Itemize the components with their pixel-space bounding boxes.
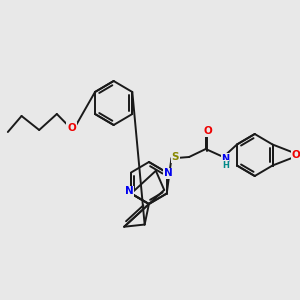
Text: N: N bbox=[164, 169, 173, 178]
Text: O: O bbox=[292, 149, 300, 160]
Text: N: N bbox=[125, 187, 134, 196]
Text: O: O bbox=[67, 123, 76, 133]
Text: N: N bbox=[221, 154, 230, 164]
Text: O: O bbox=[292, 151, 300, 160]
Text: H: H bbox=[222, 160, 229, 169]
Text: O: O bbox=[203, 126, 212, 136]
Text: S: S bbox=[172, 152, 179, 162]
